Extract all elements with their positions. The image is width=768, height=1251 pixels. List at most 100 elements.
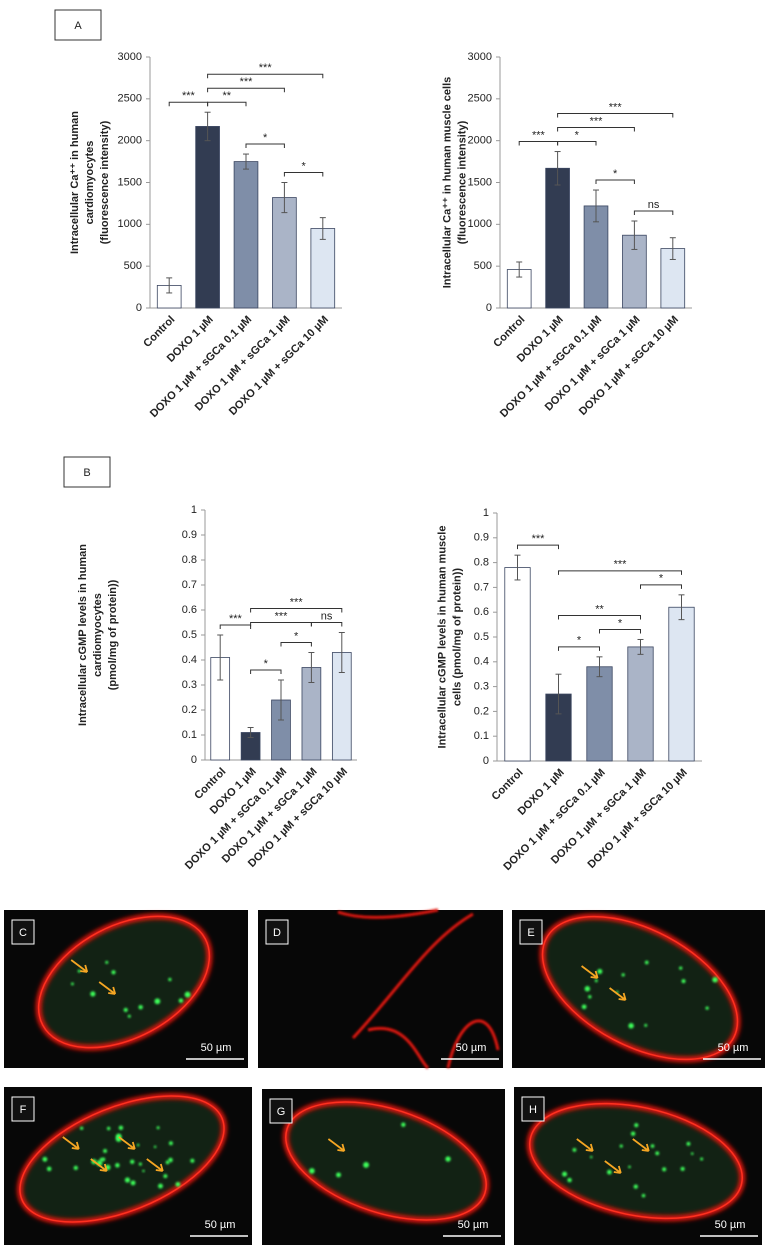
green-granule bbox=[630, 1131, 636, 1136]
error-bar bbox=[319, 217, 326, 240]
cell-membrane bbox=[541, 915, 739, 1061]
green-granule bbox=[77, 969, 81, 973]
y-tick-label: 0 bbox=[191, 754, 197, 766]
green-granule bbox=[621, 973, 625, 977]
green-granule bbox=[336, 1172, 341, 1178]
arrow bbox=[146, 1158, 164, 1172]
error-bar bbox=[338, 632, 345, 673]
green-granule bbox=[686, 1141, 691, 1146]
green-granule bbox=[184, 991, 191, 998]
y-axis-label: Intracellular cGMP levels in human muscl… bbox=[436, 526, 448, 749]
y-axis-label: (fluorescence intensity) bbox=[99, 120, 111, 244]
significance-label: * bbox=[613, 168, 618, 180]
significance-bracket bbox=[250, 608, 343, 613]
image-label-box bbox=[11, 919, 35, 945]
y-tick-label: 0.9 bbox=[474, 532, 489, 544]
green-granule bbox=[572, 1148, 577, 1152]
image-label-box bbox=[265, 919, 289, 945]
green-granule bbox=[655, 1151, 660, 1156]
y-tick-label: 0.7 bbox=[474, 581, 489, 593]
arrow bbox=[609, 987, 627, 1001]
y-tick-label: 500 bbox=[474, 260, 492, 272]
significance-label: *** bbox=[609, 101, 623, 113]
significance-bracket bbox=[207, 73, 324, 79]
y-axis-label: (fluorescence intensity) bbox=[456, 120, 468, 244]
green-granule bbox=[445, 1156, 451, 1162]
significance-label: * bbox=[659, 573, 664, 585]
bar bbox=[272, 197, 297, 309]
bar bbox=[586, 666, 613, 762]
panel-label-box bbox=[63, 456, 111, 488]
green-granule bbox=[46, 1166, 52, 1172]
significance-label: ns bbox=[321, 610, 333, 622]
arrow bbox=[327, 1138, 346, 1152]
y-tick-label: 0.2 bbox=[182, 704, 197, 716]
cell-membrane bbox=[529, 1102, 743, 1220]
y-tick-label: 1000 bbox=[468, 218, 492, 230]
green-granule bbox=[584, 986, 591, 992]
green-granule bbox=[158, 1183, 163, 1189]
significance-label: *** bbox=[290, 596, 304, 608]
y-axis-label: Intracellular cGMP levels in human bbox=[77, 544, 89, 726]
cell-interior bbox=[285, 1102, 487, 1220]
significance-bracket bbox=[518, 141, 559, 146]
cell-membrane bbox=[19, 1095, 225, 1223]
green-granule bbox=[154, 998, 161, 1005]
error-bar bbox=[166, 277, 173, 294]
y-tick-label: 0.4 bbox=[474, 656, 489, 668]
green-granule bbox=[165, 1160, 170, 1165]
y-tick-label: 0 bbox=[483, 755, 489, 767]
cell-membrane bbox=[337, 908, 500, 1070]
green-granule bbox=[581, 1004, 587, 1010]
significance-bracket bbox=[558, 614, 641, 620]
panel-label: B bbox=[83, 467, 90, 479]
error-bar bbox=[637, 638, 644, 655]
significance-label: * bbox=[264, 658, 269, 670]
green-granule bbox=[650, 1144, 655, 1148]
error-bar bbox=[247, 727, 254, 738]
y-tick-label: 1 bbox=[483, 507, 489, 519]
y-tick-label: 0.5 bbox=[474, 631, 489, 643]
scale-bar-label: 50 µm bbox=[458, 1219, 489, 1231]
significance-bracket bbox=[517, 544, 559, 550]
bar bbox=[668, 606, 695, 762]
image-label-box bbox=[269, 1098, 293, 1124]
green-granule bbox=[127, 1014, 131, 1018]
panel-label: A bbox=[74, 20, 82, 32]
significance-bracket bbox=[245, 143, 285, 149]
image-label-box bbox=[521, 1096, 545, 1122]
y-tick-label: 1 bbox=[191, 504, 197, 516]
green-granule bbox=[628, 1023, 634, 1029]
green-granule bbox=[641, 1193, 646, 1198]
y-tick-label: 0.1 bbox=[182, 729, 197, 741]
error-bar bbox=[669, 237, 676, 260]
significance-bracket bbox=[310, 622, 343, 627]
significance-bracket bbox=[168, 101, 209, 107]
significance-bracket bbox=[283, 172, 324, 177]
y-tick-label: 0.3 bbox=[474, 681, 489, 693]
green-granule bbox=[115, 1163, 120, 1168]
green-granule bbox=[594, 979, 598, 983]
y-axis-label: cardiomyocytes bbox=[84, 141, 96, 225]
error-bar bbox=[555, 673, 562, 715]
error-bar bbox=[554, 151, 561, 186]
error-bar bbox=[217, 634, 224, 681]
scale-bar-label: 50 µm bbox=[205, 1219, 236, 1231]
significance-bracket bbox=[557, 127, 635, 132]
green-granule bbox=[680, 1166, 685, 1171]
image-label: E bbox=[527, 927, 534, 939]
image-label: F bbox=[20, 1104, 27, 1116]
green-granule bbox=[633, 1184, 638, 1189]
green-granule bbox=[73, 1165, 78, 1171]
bar bbox=[310, 228, 336, 309]
significance-bracket bbox=[280, 642, 312, 647]
bar bbox=[545, 167, 570, 309]
green-granule bbox=[681, 979, 686, 984]
significance-label: *** bbox=[182, 90, 196, 102]
green-granule bbox=[156, 1126, 160, 1130]
y-tick-label: 1500 bbox=[118, 176, 142, 188]
green-granule bbox=[168, 1157, 173, 1163]
error-bar bbox=[281, 182, 288, 214]
significance-bracket bbox=[640, 584, 682, 589]
y-tick-label: 2500 bbox=[118, 93, 142, 105]
